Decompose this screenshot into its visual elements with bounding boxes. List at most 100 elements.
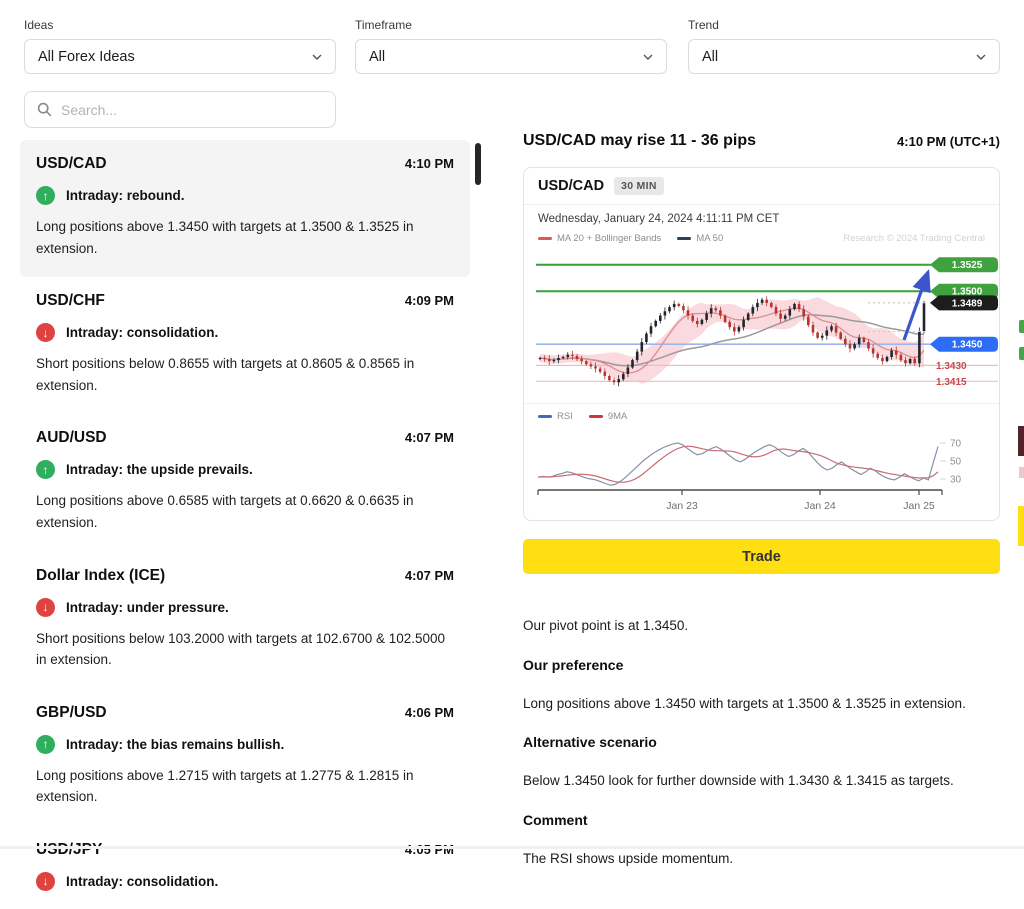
idea-item-usdcad[interactable]: USD/CAD 4:10 PM ↑ Intraday: rebound. Lon…	[20, 140, 470, 278]
idea-pair: USD/CAD	[36, 155, 107, 172]
svg-text:1.3415: 1.3415	[936, 377, 967, 388]
idea-signal-text: Intraday: rebound.	[66, 188, 185, 203]
legend-label: MA 20 + Bollinger Bands	[557, 233, 662, 244]
svg-text:1.3489: 1.3489	[952, 298, 983, 309]
idea-pair: USD/CHF	[36, 292, 105, 310]
trend-filter-select[interactable]: All	[688, 39, 1000, 74]
ma20-dash-icon	[538, 237, 552, 240]
svg-text:1.3500: 1.3500	[952, 287, 983, 298]
legend-rsi: RSI	[538, 411, 573, 422]
pivot-point-text: Our pivot point is at 1.3450.	[523, 618, 689, 633]
idea-pair: AUD/USD	[36, 429, 107, 447]
legend-9ma: 9MA	[588, 411, 628, 422]
ideas-list: USD/CAD 4:10 PM ↑ Intraday: rebound. Lon…	[20, 140, 470, 909]
timeframe-filter-value: All	[369, 48, 386, 65]
chart-card: USD/CAD 30 MIN Wednesday, January 24, 20…	[523, 167, 1000, 521]
svg-text:30: 30	[950, 475, 962, 486]
next-card-pink-sliver	[1019, 467, 1024, 478]
idea-pair: USD/JPY	[36, 840, 103, 858]
idea-pair: Dollar Index (ICE)	[36, 566, 166, 584]
chevron-down-icon	[643, 52, 653, 62]
ideas-filter-value: All Forex Ideas	[38, 48, 135, 65]
timeframe-filter-select[interactable]: All	[355, 39, 667, 74]
ideas-filter-select[interactable]: All Forex Ideas	[24, 39, 336, 74]
analysis-text: Our pivot point is at 1.3450. Our prefer…	[523, 616, 1000, 868]
divider	[524, 403, 999, 404]
next-card-trade-button-sliver	[1018, 506, 1024, 546]
search-icon	[37, 102, 52, 117]
arrow-up-circle-icon: ↑	[36, 186, 55, 205]
idea-signal-text: Intraday: the upside prevails.	[66, 462, 253, 478]
section-text-alternative: Below 1.3450 look for further downside w…	[523, 773, 954, 789]
chart-datetime: Wednesday, January 24, 2024 4:11:11 PM C…	[538, 213, 780, 225]
idea-time: 4:10 PM	[404, 156, 454, 171]
timeframe-filter: Timeframe All	[355, 18, 667, 74]
idea-description: Short positions below 0.8655 with target…	[36, 356, 415, 393]
chart-interval-badge: 30 MIN	[614, 177, 664, 195]
next-card-green-label-sliver	[1019, 320, 1024, 333]
svg-text:1.3525: 1.3525	[952, 260, 983, 271]
idea-item-gbpusd[interactable]: GBP/USD 4:06 PM ↑ Intraday: the bias rem…	[20, 689, 470, 826]
trade-button[interactable]: Trade	[523, 539, 1000, 574]
idea-description: Short positions below 103.2000 with targ…	[36, 630, 446, 668]
svg-text:1.3450: 1.3450	[952, 340, 983, 351]
trend-filter: Trend All	[688, 18, 1000, 74]
nine-ma-dash-icon	[588, 415, 603, 418]
idea-item-dollar-index[interactable]: Dollar Index (ICE) 4:07 PM ↓ Intraday: u…	[20, 552, 470, 689]
idea-time: 4:07 PM	[404, 567, 454, 583]
idea-item-usdchf[interactable]: USD/CHF 4:09 PM ↓ Intraday: consolidatio…	[20, 277, 470, 414]
idea-item-audusd[interactable]: AUD/USD 4:07 PM ↑ Intraday: the upside p…	[20, 414, 470, 551]
rsi-chart: 70 50 30 Jan 23 Jan 24 Jan 25	[537, 439, 962, 512]
timeframe-filter-label: Timeframe	[355, 18, 412, 32]
ma50-dash-icon	[677, 237, 692, 240]
section-heading-preference: Our preference	[523, 656, 624, 673]
rsi-legend: RSI 9MA	[524, 404, 999, 422]
divider	[524, 204, 999, 205]
chart-instrument: USD/CAD	[538, 178, 605, 194]
chevron-down-icon	[312, 52, 322, 62]
section-text-comment: The RSI shows upside momentum.	[523, 850, 734, 866]
next-card-dark-label-sliver	[1018, 426, 1024, 456]
idea-signal-text: Intraday: the bias remains bullish.	[66, 736, 285, 752]
legend-ma20-bollinger: MA 20 + Bollinger Bands	[538, 233, 661, 244]
idea-description: Long positions above 1.3450 with targets…	[36, 219, 414, 256]
svg-text:Jan 23: Jan 23	[666, 500, 698, 512]
legend-label: 9MA	[607, 411, 628, 422]
trend-filter-label: Trend	[688, 18, 719, 32]
idea-signal-text: Intraday: consolidation.	[66, 873, 219, 889]
svg-text:50: 50	[950, 457, 962, 468]
idea-signal-text: Intraday: consolidation.	[66, 325, 219, 341]
svg-text:Jan 25: Jan 25	[903, 500, 935, 512]
idea-description: Long positions above 1.2715 with targets…	[36, 767, 414, 805]
price-legend: MA 20 + Bollinger Bands MA 50 Research ©…	[524, 225, 999, 244]
rsi-dash-icon	[538, 415, 552, 418]
svg-text:Jan 24: Jan 24	[804, 500, 836, 512]
idea-item-usdjpy[interactable]: USD/JPY 4:05 PM ↓ Intraday: consolidatio…	[20, 826, 470, 909]
arrow-down-circle-icon: ↓	[36, 597, 55, 617]
idea-time: 4:06 PM	[404, 704, 454, 720]
idea-description: Long positions above 0.6585 with targets…	[36, 493, 414, 530]
arrow-down-circle-icon: ↓	[36, 871, 55, 891]
page-bottom-edge	[0, 846, 1024, 849]
research-watermark: Research © 2024 Trading Central	[843, 233, 985, 244]
arrow-down-circle-icon: ↓	[36, 323, 55, 343]
next-card-green-label-sliver	[1019, 347, 1024, 360]
list-scrollbar-thumb[interactable]	[475, 143, 481, 185]
idea-time: 4:05 PM	[404, 841, 454, 857]
trend-filter-value: All	[702, 48, 719, 65]
idea-time: 4:09 PM	[404, 293, 454, 309]
section-heading-alternative: Alternative scenario	[523, 734, 657, 751]
section-heading-comment: Comment	[523, 811, 588, 828]
chevron-down-icon	[976, 52, 986, 62]
ideas-filter-label: Ideas	[24, 18, 54, 32]
idea-detail-panel: USD/CAD may rise 11 - 36 pips 4:10 PM (U…	[523, 132, 1000, 889]
search-input[interactable]	[61, 101, 323, 118]
search-box	[24, 91, 336, 128]
idea-pair: GBP/USD	[36, 703, 107, 721]
legend-ma50: MA 50	[677, 233, 723, 244]
idea-time: 4:07 PM	[404, 430, 454, 446]
svg-text:70: 70	[950, 439, 962, 450]
legend-label: RSI	[557, 411, 573, 422]
ideas-filter: Ideas All Forex Ideas	[24, 18, 336, 74]
